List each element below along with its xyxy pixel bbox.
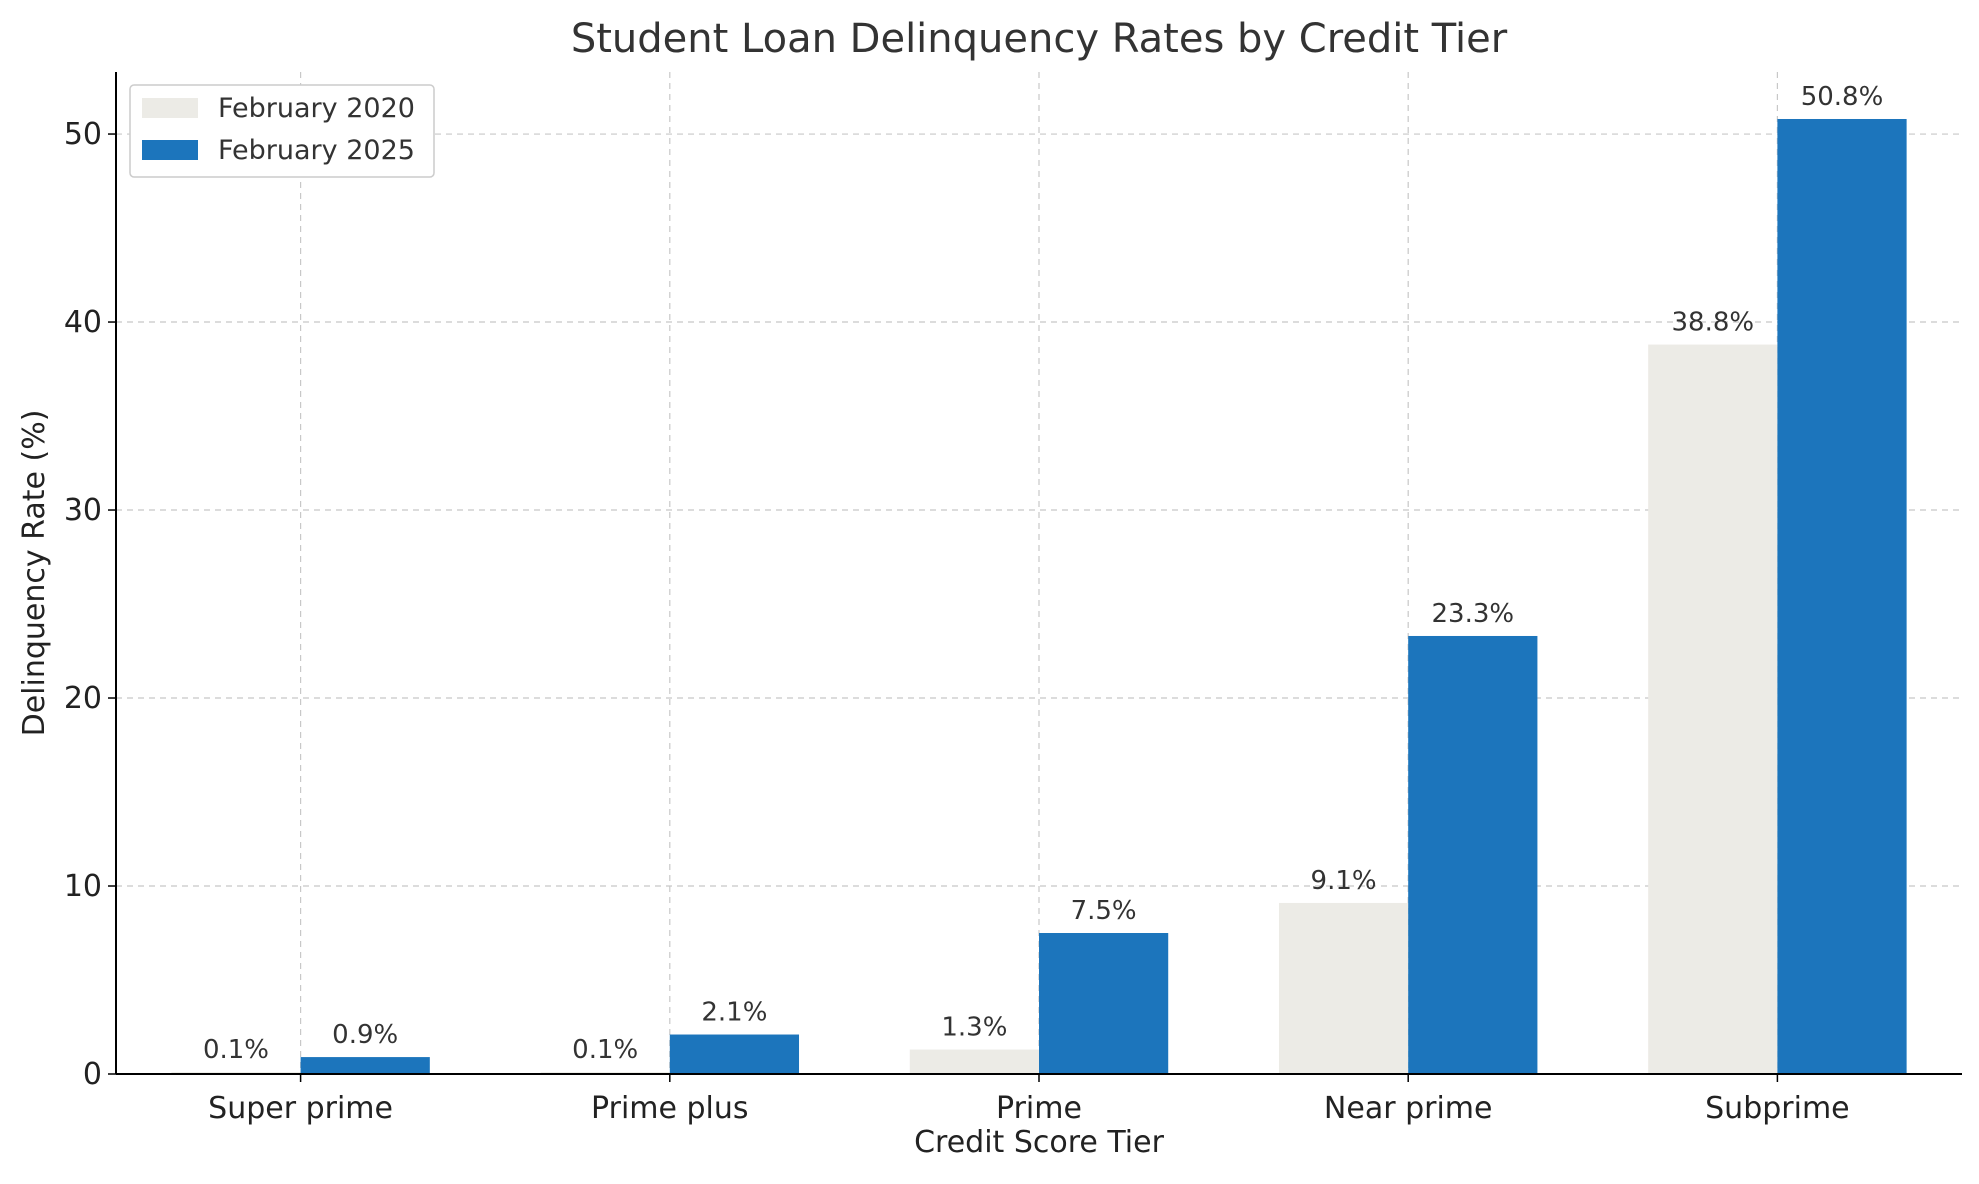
legend-label-february-2025: February 2025 — [218, 135, 415, 166]
y-tick-label: 20 — [64, 681, 102, 716]
y-axis-title: Delinquency Rate (%) — [17, 410, 52, 737]
y-tick-label: 50 — [64, 117, 102, 152]
x-tick-label-prime-plus: Prime plus — [591, 1091, 748, 1126]
value-label-february-2025-prime-plus: 2.1% — [701, 998, 767, 1028]
x-tick-label-near-prime: Near prime — [1324, 1091, 1493, 1126]
legend-box — [129, 84, 435, 178]
x-tick-label-subprime: Subprime — [1705, 1091, 1850, 1126]
bar-february-2025-super-prime — [300, 1057, 430, 1074]
value-label-february-2020-prime: 1.3% — [941, 1013, 1007, 1043]
x-tick-labels: Super prime Prime plus Prime Near prime Subp… — [208, 1074, 1850, 1126]
legend: February 2020 February 2025 — [129, 84, 435, 178]
y-tick-label: 0 — [83, 1057, 102, 1092]
value-labels: 0.1% 0.1% 1.3% 9.1% 38.8% 0.9% 2.1% 7.5% 23.3% 50… — [203, 82, 1883, 1065]
x-tick-label-prime: Prime — [996, 1091, 1082, 1126]
y-tick-labels: 0 10 20 30 40 50 — [64, 117, 116, 1092]
y-tick-label: 40 — [64, 305, 102, 340]
value-label-february-2025-near-prime: 23.3% — [1432, 599, 1515, 629]
legend-label-february-2020: February 2020 — [218, 93, 415, 124]
bars — [171, 118, 1907, 1075]
x-tick-label-super-prime: Super prime — [208, 1091, 393, 1126]
bar-february-2025-subprime — [1777, 118, 1907, 1075]
value-label-february-2020-super-prime: 0.1% — [203, 1035, 269, 1065]
x-axis-title: Credit Score Tier — [914, 1125, 1165, 1160]
value-label-february-2025-super-prime: 0.9% — [332, 1020, 398, 1050]
bar-february-2020-near-prime — [1278, 902, 1409, 1074]
value-label-february-2020-subprime: 38.8% — [1671, 308, 1754, 338]
bar-february-2025-prime — [1039, 933, 1169, 1074]
value-label-february-2020-near-prime: 9.1% — [1311, 866, 1377, 896]
y-tick-label: 10 — [64, 869, 102, 904]
value-label-february-2020-prime-plus: 0.1% — [572, 1035, 638, 1065]
bar-february-2020-prime — [909, 1049, 1039, 1074]
bar-february-2020-subprime — [1648, 344, 1778, 1074]
bar-february-2025-prime-plus — [669, 1034, 800, 1074]
y-tick-label: 30 — [64, 493, 102, 528]
legend-swatch-february-2020 — [142, 98, 198, 118]
legend-swatch-february-2025 — [142, 140, 198, 160]
value-label-february-2025-prime: 7.5% — [1071, 896, 1137, 926]
value-label-february-2025-subprime: 50.8% — [1801, 82, 1884, 112]
chart-title: Student Loan Delinquency Rates by Credit… — [571, 16, 1508, 62]
bar-february-2025-near-prime — [1408, 635, 1538, 1074]
